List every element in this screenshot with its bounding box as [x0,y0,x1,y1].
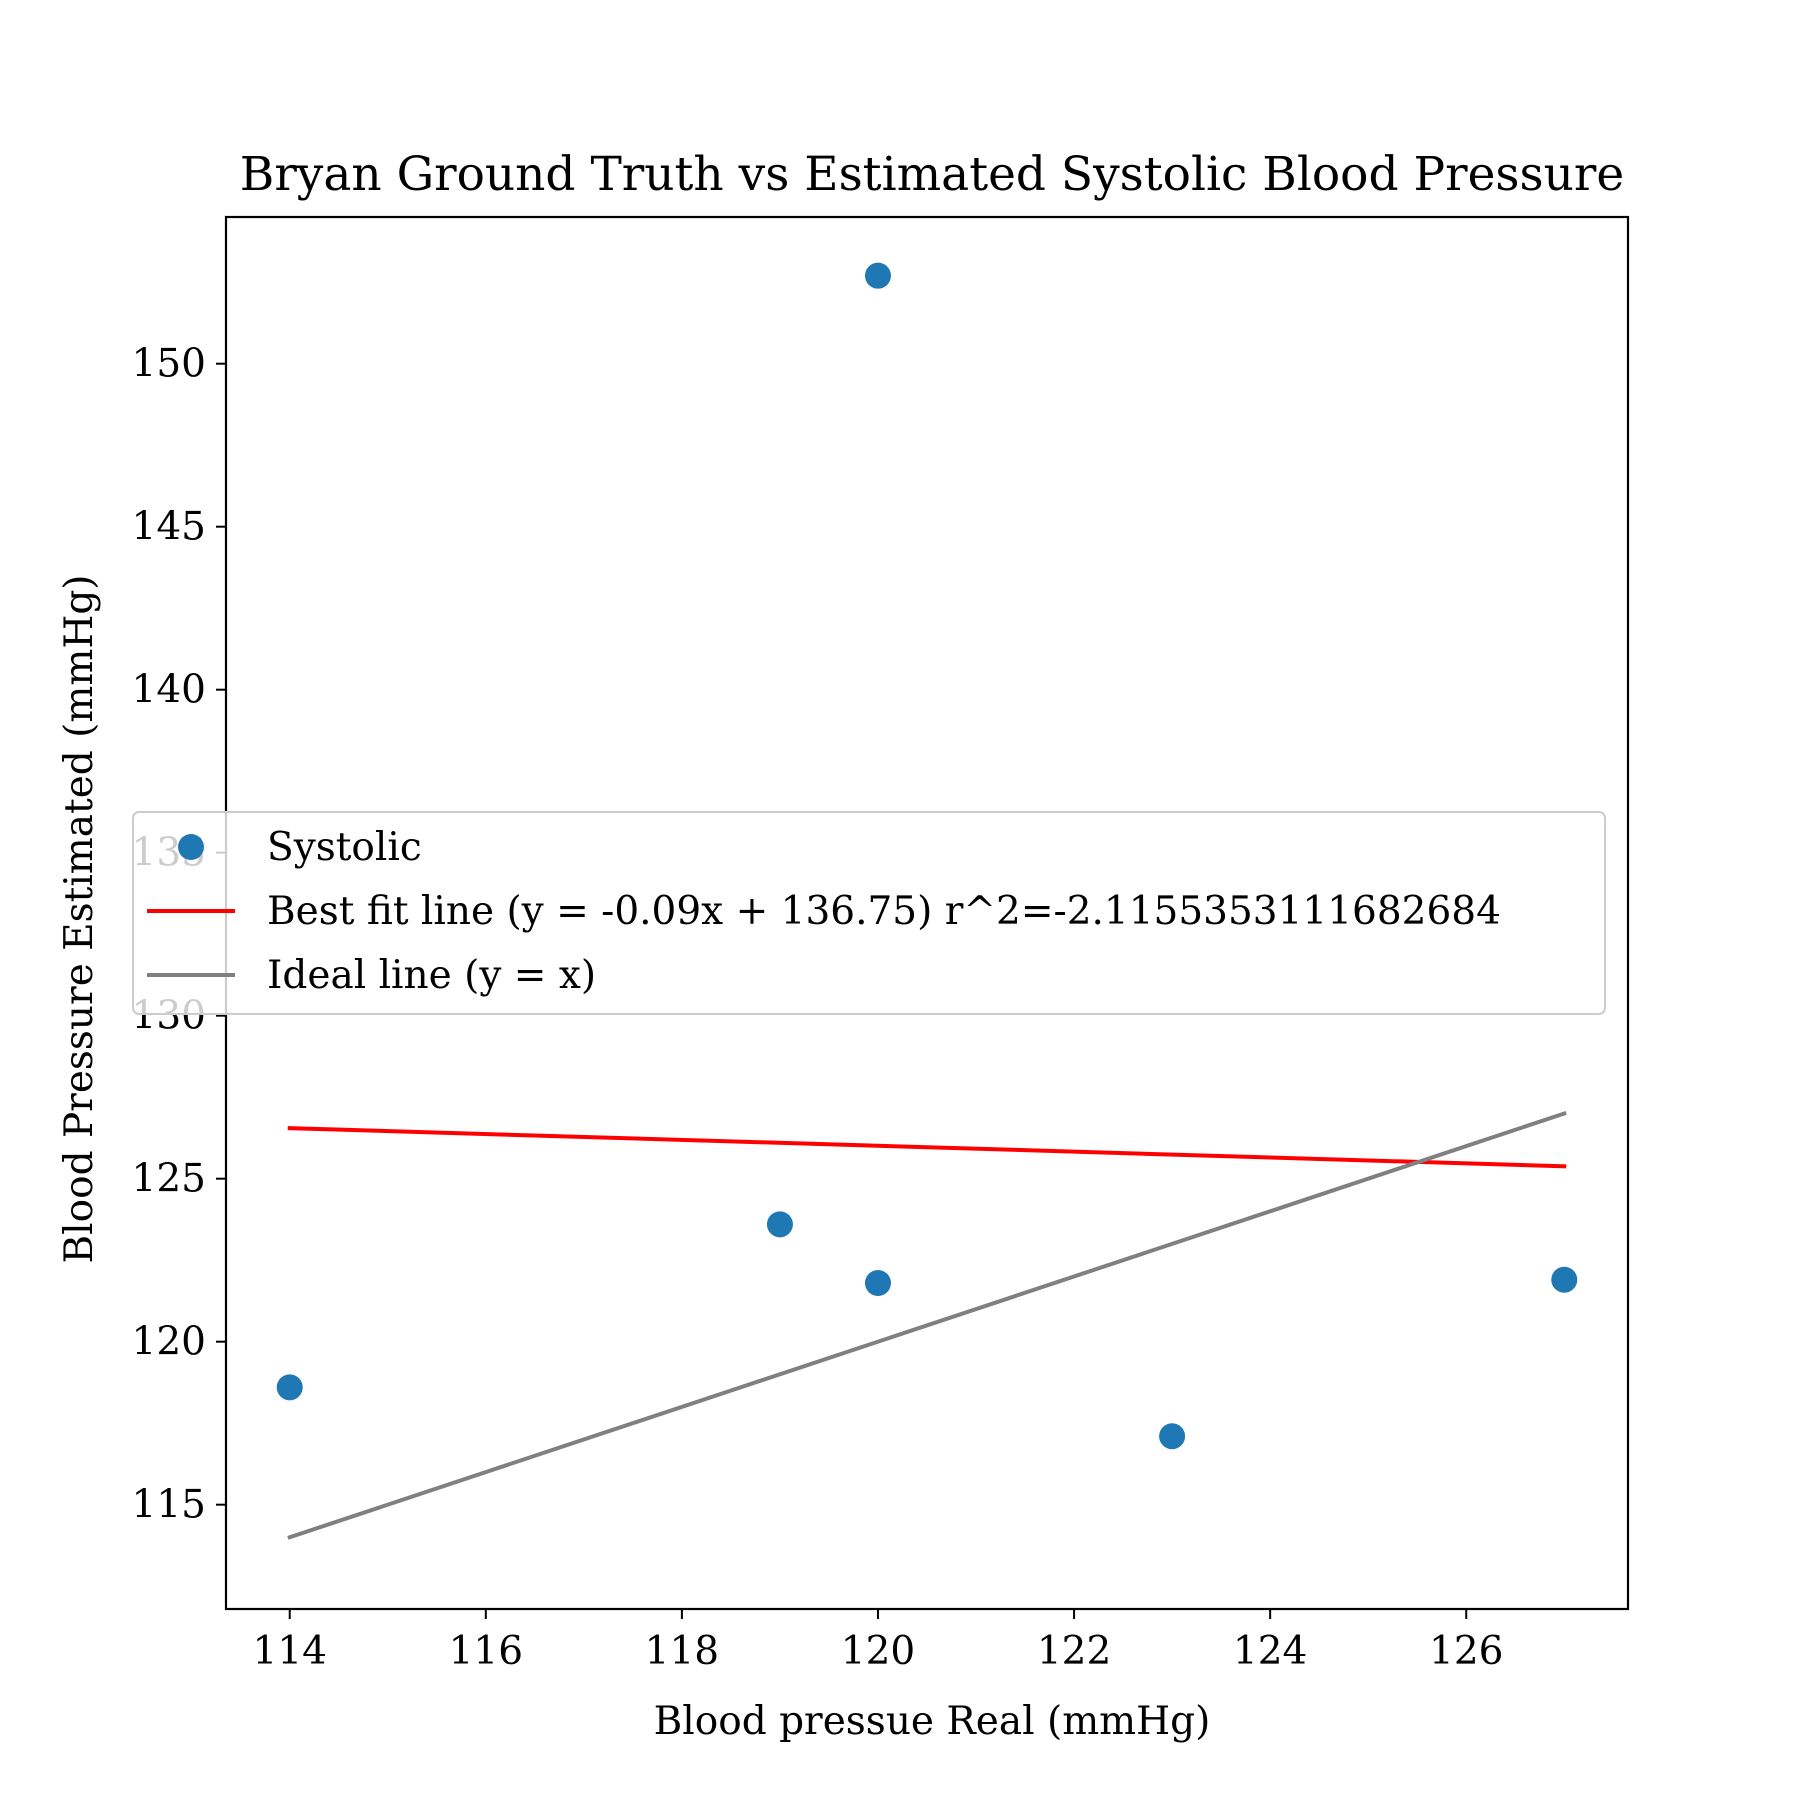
y-tick-label: 115 [132,1483,206,1528]
scatter-point [1551,1266,1578,1293]
series-line-1 [287,1126,1567,1169]
y-tick-label: 145 [132,505,206,550]
x-tick-label: 118 [645,1629,719,1674]
x-tick-label: 114 [253,1629,327,1674]
chart-title: Bryan Ground Truth vs Estimated Systolic… [240,147,1624,202]
x-tick-label: 120 [841,1629,915,1674]
x-axis: 114 116 118 120 122 124 126 [253,1609,1503,1674]
y-tick-label: 140 [132,668,206,713]
series-line-2 [287,1110,1567,1540]
y-axis-label: Blood Pressure Estimated (mmHg) [57,574,102,1263]
legend-entry-2: Ideal line (y = x) [267,953,596,998]
scatter-point [276,1374,303,1401]
y-tick-label: 120 [132,1320,206,1365]
scatter-point [864,262,891,289]
scatter-point [1159,1423,1186,1450]
legend: Systolic Best fit line (y = -0.09x + 136.… [132,811,1606,1015]
x-tick-label: 116 [449,1629,523,1674]
scatter-point [864,1270,891,1297]
y-tick-label: 150 [132,342,206,387]
legend-box [132,811,1606,1015]
legend-entry-0: Systolic [267,825,422,870]
scatter-point [766,1211,793,1238]
y-tick-label: 125 [132,1157,206,1202]
x-axis-label: Blood pressue Real (mmHg) [654,1699,1211,1744]
x-tick-label: 126 [1429,1629,1503,1674]
plot-area [224,215,1630,1611]
legend-entry-1: Best fit line (y = -0.09x + 136.75) r^2=… [267,889,1501,934]
x-tick-label: 124 [1233,1629,1307,1674]
x-tick-label: 122 [1037,1629,1111,1674]
legend-marker-0 [178,834,204,860]
